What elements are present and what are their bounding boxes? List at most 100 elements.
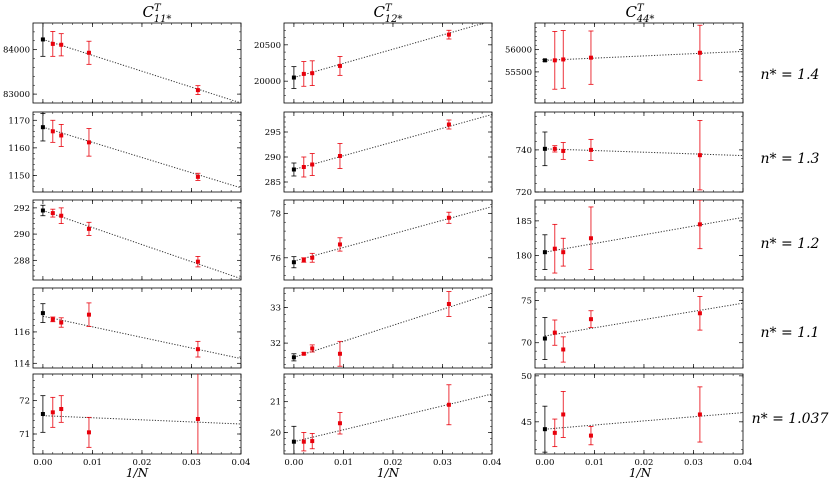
panel-r2-c1: 1150 1160 1170 [8,111,242,193]
y-tick-label: 1160 [8,144,30,154]
fit-line [293,23,487,79]
sim-point [50,208,56,218]
sim-point-marker [446,302,451,306]
extrapolated-point-marker [542,427,547,432]
sim-point-marker [337,242,342,247]
sim-point [86,128,92,157]
sim-point-marker [195,347,200,352]
extrapolated-point-marker [542,250,547,255]
panel-r2-c2: 285 290 295 [265,111,493,193]
xlabel-col-2: 1/N [377,466,400,480]
sim-point [86,40,92,65]
panel-frame [32,111,242,193]
y-tick-label: 20500 [254,41,281,51]
column-title-c11: CT 11* [143,3,172,25]
extrapolated-point [291,162,297,177]
sim-point-marker [50,211,55,216]
fit-line [42,315,241,360]
extrapolated-point [291,66,297,89]
sim-point-marker [446,402,451,407]
sim-point-marker [552,146,557,151]
sim-point-marker [552,246,557,251]
y-tick-label: 56000 [505,46,532,56]
sim-point [195,340,201,358]
sim-point [50,396,56,428]
y-tick-label: 116 [14,328,30,338]
fit-line [42,415,241,425]
panel-frame [32,287,242,369]
sim-point-marker [310,255,315,260]
sim-point [309,344,315,353]
sim-point [337,412,343,435]
x-tick-label: 0.01 [334,458,353,468]
extrapolated-point-marker [291,355,296,360]
y-tick-label: 285 [265,178,281,188]
column-title-c12: CT 12* [374,3,403,25]
panel-frame [283,111,493,193]
sim-point-marker [86,50,91,55]
y-tick-label: 50 [521,372,532,382]
panel-r4-c2: 32 33 [270,287,493,369]
sim-point [195,374,200,454]
y-tick-label: 71 [19,430,30,440]
panel-frame [534,199,744,281]
sim-point [697,200,703,250]
x-tick-label: 0.02 [132,458,151,468]
sim-point [552,223,558,274]
panel-r1-c3: 55500 56000 [505,22,744,104]
sim-point-marker [552,430,557,435]
x-tick-label: 0.01 [83,458,102,468]
panel-r5-c3: 0.00 0.01 0.02 0.03 0.04 45 50 [521,372,752,468]
fit-line [42,210,241,280]
sim-point [588,30,594,85]
x-tick-label: 0.03 [433,458,452,468]
column-titles: CT 11* CT 12* CT 44* [143,3,655,25]
sim-point-marker [561,57,566,62]
sim-point-marker [86,140,91,145]
sim-point-marker [337,154,342,158]
x-tick-label: 0.01 [585,458,604,468]
sim-point [309,252,315,263]
fit-line [293,114,492,170]
sim-point-marker [50,129,55,134]
sim-point-marker [588,236,593,241]
extrapolated-point-marker [40,125,45,130]
y-tick-label: 295 [265,128,281,138]
sim-point-marker [588,147,593,152]
sim-point-marker [59,213,64,218]
sim-point-marker [195,174,200,179]
sim-point [301,156,307,178]
sim-point-marker [446,215,451,220]
sim-point [195,85,201,95]
extrapolated-point-marker [542,336,547,341]
extrapolated-point-marker [542,58,547,63]
panel-r5-c2: 0.00 0.01 0.02 0.03 0.04 20 21 [270,373,501,468]
sim-point [446,384,452,426]
sim-point [58,395,64,423]
x-axis-labels: 1/N 1/N 1/N [126,466,652,480]
sim-point [552,145,558,153]
sim-point [195,255,201,268]
panel-r4-c1: 114 116 [14,287,242,369]
y-tick-label: 180 [516,252,532,262]
extrapolated-point-marker [291,439,296,444]
sim-point [560,237,566,267]
panel-content [40,112,241,189]
panel-r3-c3: 180 185 [516,199,744,281]
panels: 8300084000200002050055500560001150116011… [3,22,752,468]
panel-r5-c1: 0.00 0.01 0.02 0.03 0.04 71 72 [19,373,250,468]
sim-point-marker [310,162,315,167]
x-tick-label: 0.00 [535,458,554,468]
y-tick-label: 32 [270,339,281,349]
row-label-5: n* = 1.037 [752,411,829,427]
y-tick-label: 21 [270,398,281,408]
fit-line [293,393,492,443]
sim-point [309,60,315,86]
sim-point-marker [310,439,315,444]
extrapolated-point [40,395,46,433]
y-tick-label: 75 [521,297,532,307]
sim-point [697,120,703,191]
y-tick-label: 55500 [505,68,532,78]
panel-frame [534,22,744,104]
sim-point [58,124,64,147]
